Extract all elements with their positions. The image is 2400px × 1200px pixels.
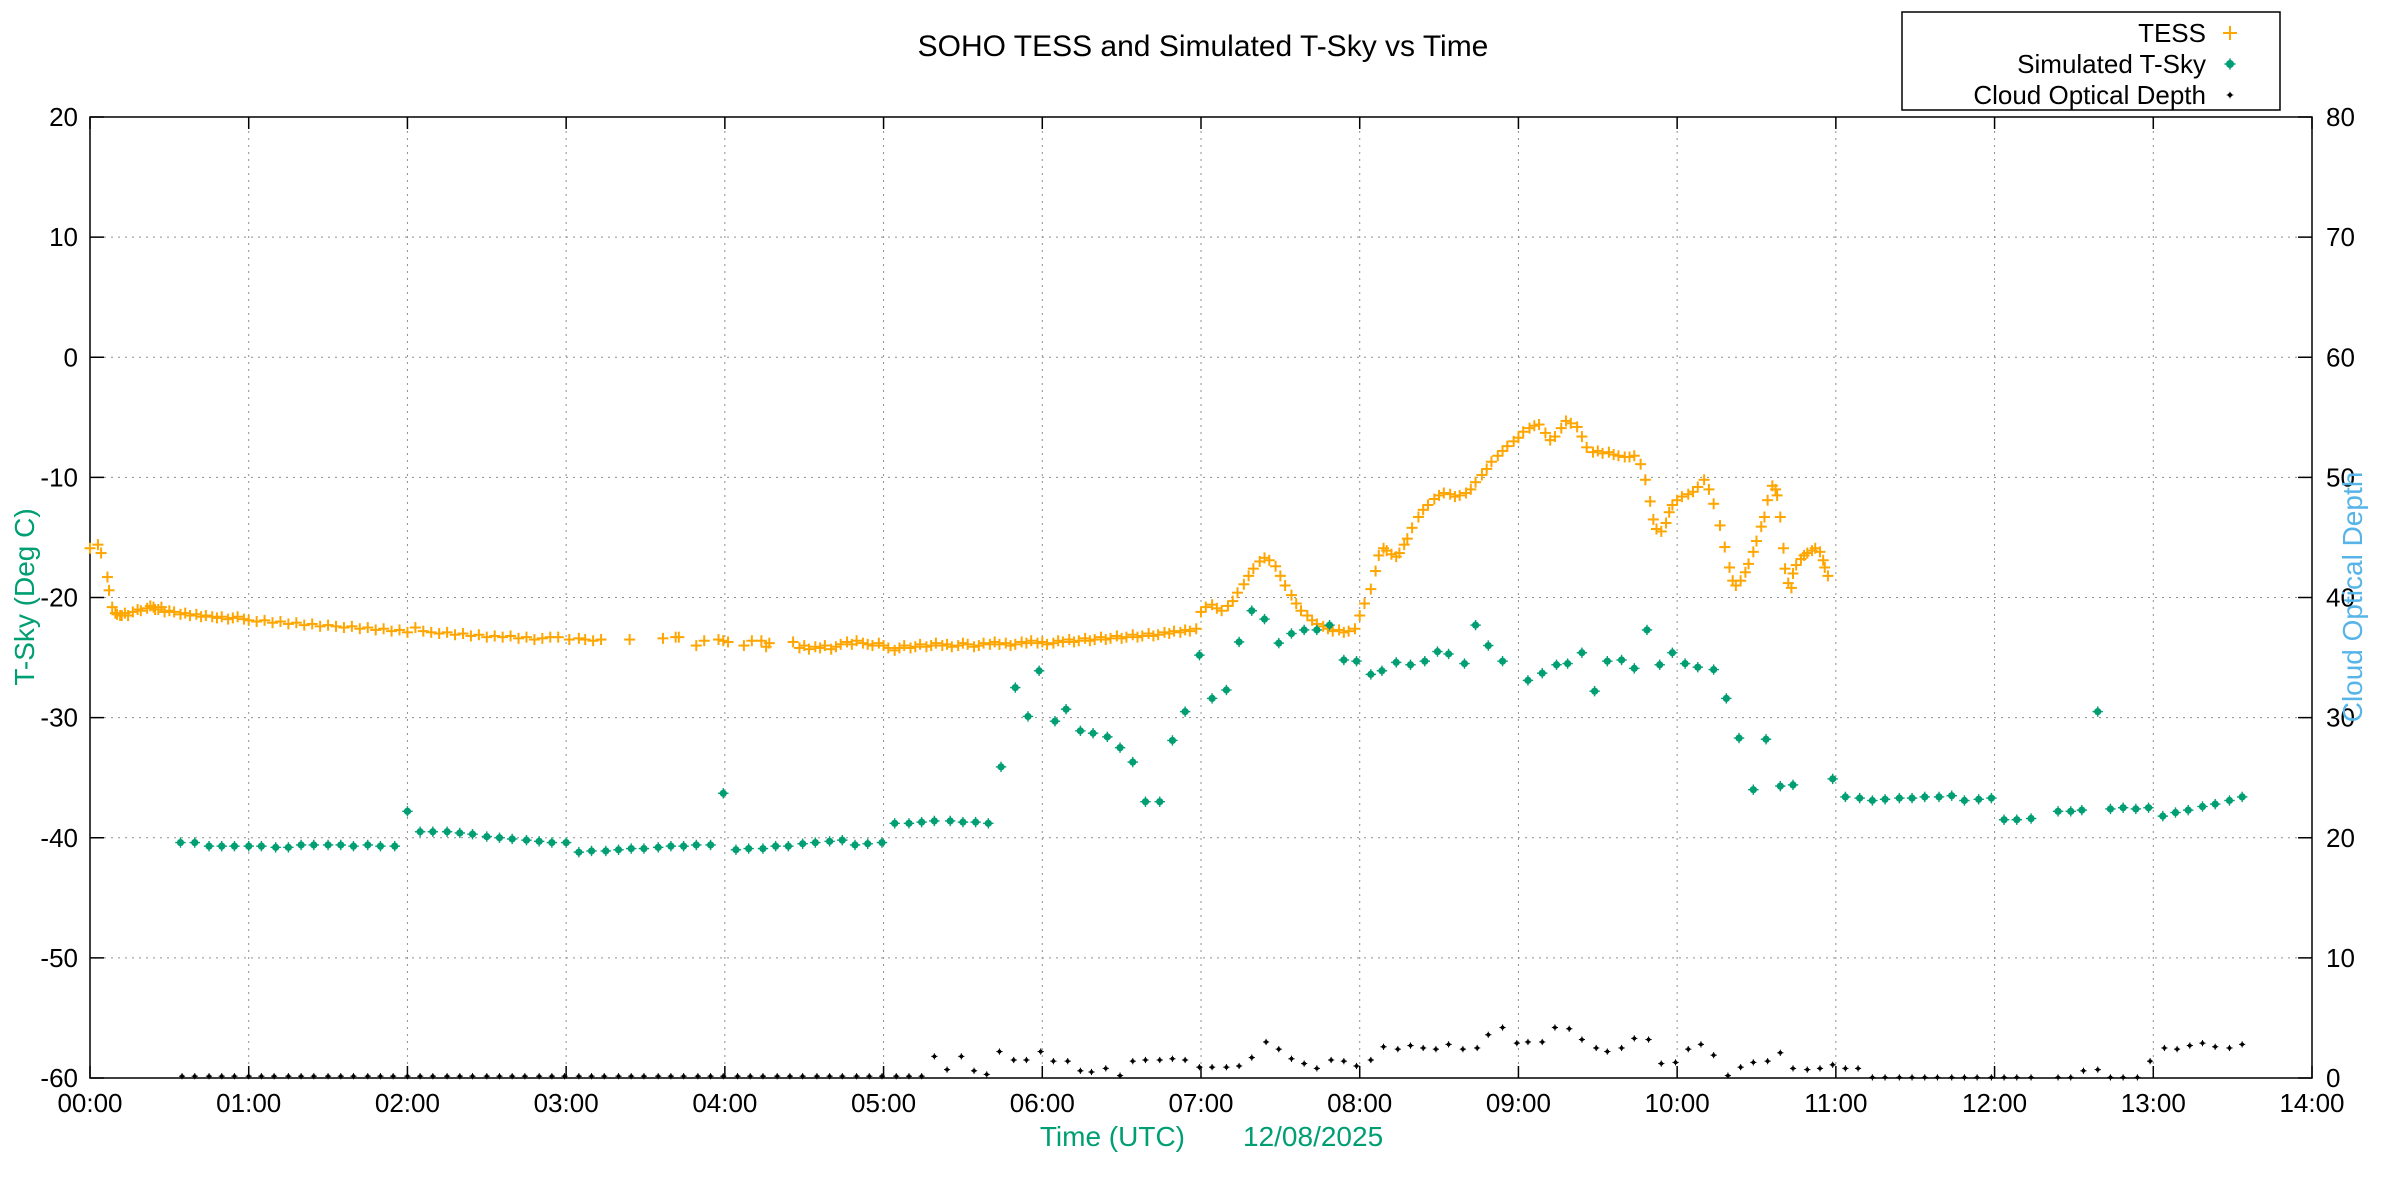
y-right-tick-label: 10 [2326,943,2355,973]
x-tick-label: 14:00 [2279,1088,2344,1118]
axis-ticks [89,116,2313,1079]
legend-label-cloud-optical-depth: Cloud Optical Depth [1973,80,2206,110]
y-right-tick-label: 0 [2326,1063,2340,1093]
left-tick-labels: 20 10 0 -10 -20 -30 -40 -50 -60 [40,102,78,1093]
x-tick-label: 01:00 [216,1088,281,1118]
series-cloud-optical-depth-points [178,1024,2246,1081]
x-tick-label: 02:00 [375,1088,440,1118]
legend-label-tess: TESS [2138,18,2206,48]
y-left-tick-label: -50 [40,943,78,973]
x-tick-label: 12:00 [1962,1088,2027,1118]
right-tick-labels: 80 70 60 50 40 30 20 10 0 [2326,102,2355,1093]
legend-box [1901,11,2281,111]
y-left-tick-label: -40 [40,823,78,853]
y-left-tick-label: 10 [49,222,78,252]
x-axis-title: Time (UTC) [1040,1121,1185,1152]
y-left-tick-label: 20 [49,102,78,132]
grid-lines [89,116,2313,1079]
legend: TESS Simulated T-Sky Cloud Optical Depth [1901,11,2281,111]
legend-label-simulated-tsky: Simulated T-Sky [2017,49,2206,79]
y-right-tick-label: 30 [2326,703,2355,733]
x-tick-label: 07:00 [1168,1088,1233,1118]
plot-border [89,116,2313,1079]
y-left-tick-label: 0 [64,342,78,372]
x-tick-label: 10:00 [1645,1088,1710,1118]
x-tick-label: 03:00 [534,1088,599,1118]
series-tess-points [84,415,1834,656]
x-tick-labels: 00:00 01:00 02:00 03:00 04:00 05:00 06:00 07:00… [57,1088,2344,1118]
x-tick-label: 04:00 [692,1088,757,1118]
y-right-axis-title: Cloud Optical Depth [2337,472,2368,723]
legend-markers [2223,26,2237,99]
y-right-tick-label: 50 [2326,462,2355,492]
y-left-tick-label: -60 [40,1063,78,1093]
y-right-tick-label: 40 [2326,583,2355,613]
x-tick-label: 11:00 [1804,1088,1867,1118]
y-right-tick-label: 60 [2326,342,2355,372]
x-tick-label: 09:00 [1486,1088,1551,1118]
y-left-axis-title: T-Sky (Deg C) [9,508,40,685]
x-axis-date: 12/08/2025 [1243,1121,1383,1152]
y-left-tick-label: -10 [40,462,78,492]
series-simulated-t-sky-points [175,605,2248,858]
x-tick-label: 00:00 [57,1088,122,1118]
x-tick-label: 08:00 [1327,1088,1392,1118]
x-tick-label: 05:00 [851,1088,916,1118]
y-right-tick-label: 20 [2326,823,2355,853]
x-tick-label: 13:00 [2121,1088,2186,1118]
data-points [84,415,2248,1081]
y-left-tick-label: -30 [40,703,78,733]
y-right-tick-label: 70 [2326,222,2355,252]
y-left-tick-label: -20 [40,583,78,613]
y-right-tick-label: 80 [2326,102,2355,132]
x-tick-label: 06:00 [1010,1088,1075,1118]
chart-title: SOHO TESS and Simulated T-Sky vs Time [918,30,1489,63]
